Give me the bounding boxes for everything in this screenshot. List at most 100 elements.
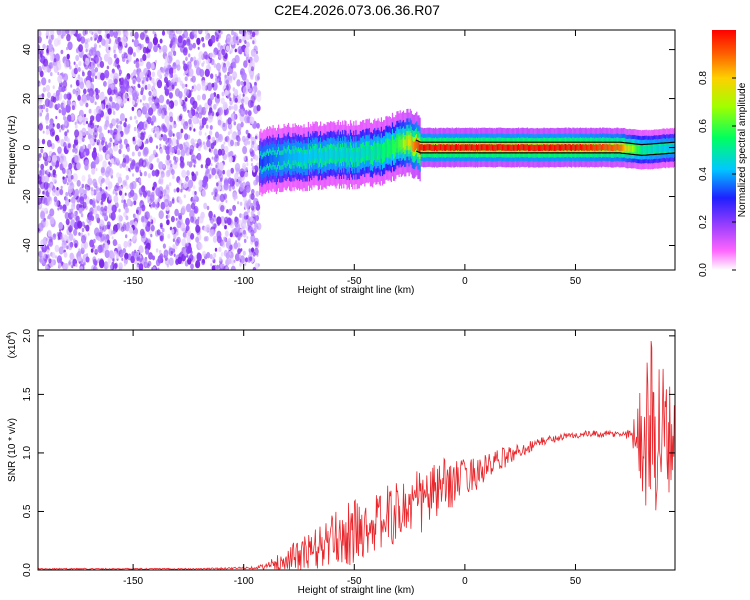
ridge-cell xyxy=(260,155,262,166)
noise-speckle xyxy=(168,257,174,266)
noise-speckle xyxy=(43,152,46,158)
noise-speckle xyxy=(189,151,192,155)
ridge-cell xyxy=(571,144,573,152)
ridge-cell xyxy=(589,144,592,151)
noise-speckle xyxy=(77,220,83,229)
noise-speckle xyxy=(126,59,129,64)
noise-speckle xyxy=(67,175,72,181)
noise-speckle xyxy=(126,198,132,207)
noise-speckle xyxy=(64,131,68,137)
noise-speckle xyxy=(95,93,100,100)
ridge-cell xyxy=(566,144,568,152)
ridge-cell xyxy=(508,144,510,151)
noise-speckle xyxy=(167,234,171,239)
noise-speckle xyxy=(110,158,115,165)
noise-speckle xyxy=(222,101,228,110)
noise-speckle xyxy=(40,211,46,220)
ridge-cell xyxy=(609,144,612,151)
noise-speckle xyxy=(74,155,79,162)
noise-speckle xyxy=(158,161,164,170)
ridge-cell xyxy=(535,144,537,151)
noise-speckle xyxy=(233,259,236,263)
ridge-cell xyxy=(551,144,553,151)
noise-speckle xyxy=(218,246,222,253)
noise-speckle xyxy=(216,93,220,99)
noise-speckle xyxy=(172,244,176,250)
noise-speckle xyxy=(75,79,80,87)
noise-speckle xyxy=(233,242,238,249)
noise-speckle xyxy=(154,38,157,42)
noise-speckle xyxy=(99,57,103,61)
snr-y-ticks: 0.00.51.01.52.0 xyxy=(22,328,675,577)
noise-speckle xyxy=(183,63,188,71)
ridge-cell xyxy=(657,146,659,153)
noise-speckle xyxy=(63,251,68,258)
noise-speckle xyxy=(44,98,51,107)
noise-speckle xyxy=(227,177,232,185)
ridge-cell xyxy=(596,144,598,151)
ridge-cell xyxy=(658,145,660,152)
ridge-cell xyxy=(335,151,337,162)
noise-speckle xyxy=(222,65,227,73)
noise-speckle xyxy=(190,89,193,93)
noise-speckle xyxy=(92,155,96,161)
noise-speckle xyxy=(210,73,214,79)
ridge-cell xyxy=(351,150,353,161)
noise-speckle xyxy=(60,49,64,55)
noise-speckle xyxy=(183,181,188,189)
noise-speckle xyxy=(202,43,206,48)
noise-speckle xyxy=(156,153,159,157)
noise-speckle xyxy=(38,139,41,145)
noise-speckle xyxy=(203,202,208,210)
noise-speckle xyxy=(135,264,140,270)
noise-speckle xyxy=(171,228,175,234)
noise-speckle xyxy=(131,106,135,111)
ridge-cell xyxy=(475,144,478,151)
noise-speckle xyxy=(111,101,116,110)
noise-speckle xyxy=(129,220,134,226)
noise-speckle xyxy=(173,253,176,257)
ridge-cell xyxy=(342,147,344,158)
noise-speckle xyxy=(239,259,242,263)
noise-speckle xyxy=(108,161,111,165)
ridge-cell xyxy=(573,144,575,151)
noise-speckle xyxy=(79,81,85,90)
noise-speckle xyxy=(205,117,208,121)
noise-speckle xyxy=(90,68,96,77)
noise-speckle xyxy=(101,38,106,46)
noise-speckle xyxy=(45,107,49,113)
noise-speckle xyxy=(93,35,96,39)
noise-speckle xyxy=(214,31,217,36)
noise-speckle xyxy=(220,217,225,225)
noise-speckle xyxy=(135,61,141,70)
noise-speckle xyxy=(147,221,151,227)
ridge-cell xyxy=(296,152,299,164)
noise-speckle xyxy=(113,78,118,85)
noise-speckle xyxy=(184,76,188,82)
noise-speckle xyxy=(87,70,92,78)
ridge-cell xyxy=(259,158,261,169)
noise-speckle xyxy=(192,30,197,36)
noise-speckle xyxy=(221,91,225,97)
ridge-cell xyxy=(402,137,405,148)
noise-speckle xyxy=(179,99,183,106)
noise-speckle xyxy=(199,125,203,131)
ridge-cell xyxy=(327,148,329,160)
noise-speckle xyxy=(241,225,244,230)
noise-speckle xyxy=(38,170,42,175)
noise-speckle xyxy=(122,80,129,89)
ridge-cell xyxy=(326,148,328,159)
noise-speckle xyxy=(209,253,213,260)
noise-speckle xyxy=(84,30,88,35)
noise-speckle xyxy=(107,181,113,189)
ridge-cell xyxy=(501,144,503,151)
ridge-cell xyxy=(408,139,410,150)
ridge-cell xyxy=(574,144,576,152)
ridge-cell xyxy=(491,144,493,151)
noise-speckle xyxy=(116,157,120,163)
ridge-cell xyxy=(618,144,620,151)
noise-speckle xyxy=(195,171,199,176)
noise-speckle xyxy=(251,58,256,65)
ridge-cell xyxy=(420,144,422,151)
ridge-cell xyxy=(307,148,310,159)
